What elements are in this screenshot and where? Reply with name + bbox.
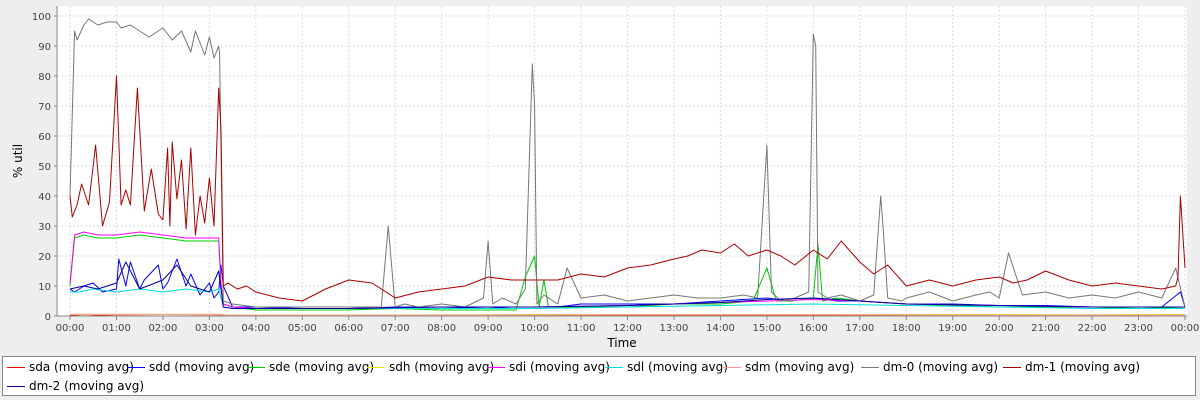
legend-item: sdm (moving avg): [723, 358, 854, 376]
y-tick-label: 0: [45, 312, 51, 323]
legend-swatch: [487, 366, 505, 368]
x-tick-label: 07:00: [381, 323, 410, 334]
grid: [57, 6, 1187, 316]
legend-swatch: [7, 385, 25, 387]
y-tick-label: 70: [38, 102, 51, 113]
x-tick-label: 00:00: [1171, 323, 1200, 334]
legend-label: dm-0 (moving avg): [883, 360, 999, 374]
series-line-7: [69, 18, 1186, 308]
y-tick-label: 30: [38, 222, 51, 233]
x-tick-label: 23:00: [1124, 323, 1153, 334]
y-tick-label: 10: [38, 282, 51, 293]
legend-item: dm-0 (moving avg): [861, 358, 998, 376]
legend-item: sdh (moving avg): [367, 358, 494, 376]
y-tick-label: 60: [38, 132, 51, 143]
legend-swatch: [861, 366, 879, 368]
y-axis-title: % util: [11, 144, 25, 178]
legend-label: sde (moving avg): [269, 360, 375, 374]
legend-item: sdl (moving avg): [605, 358, 728, 376]
x-axis-ticks: 00:00 01:00 02:00 03:00 04:00 05:00 06:00 07:00…: [56, 316, 1200, 334]
legend-label: sdd (moving avg): [149, 360, 255, 374]
legend-swatch: [723, 366, 741, 368]
legend-swatch: [127, 366, 145, 368]
legend-item: dm-2 (moving avg): [7, 377, 144, 395]
x-tick-label: 01:00: [102, 323, 131, 334]
legend-label: sdl (moving avg): [627, 360, 728, 374]
legend-swatch: [247, 366, 265, 368]
y-axis-ticks: 0 10 20 30 40 50 60 70 80 90 100: [32, 12, 57, 323]
y-tick-label: 20: [38, 252, 51, 263]
chart-area: 0 10 20 30 40 50 60 70 80 90 100 00:00 01:00 02:00 03…: [11, 6, 1200, 350]
y-tick-label: 40: [38, 192, 51, 203]
legend-label: dm-1 (moving avg): [1025, 360, 1141, 374]
x-tick-label: 12:00: [613, 323, 642, 334]
x-tick-label: 03:00: [195, 323, 224, 334]
y-tick-label: 50: [38, 162, 51, 173]
x-tick-label: 22:00: [1078, 323, 1107, 334]
y-tick-label: 90: [38, 42, 51, 53]
x-tick-label: 05:00: [288, 323, 317, 334]
x-tick-label: 18:00: [892, 323, 921, 334]
legend-item: sde (moving avg): [247, 358, 374, 376]
x-tick-label: 21:00: [1031, 323, 1060, 334]
legend-swatch: [7, 366, 25, 368]
plot-background: [57, 6, 1187, 316]
x-tick-label: 04:00: [241, 323, 270, 334]
x-tick-label: 16:00: [799, 323, 828, 334]
legend-item: sda (moving avg): [7, 358, 134, 376]
x-axis-title: Time: [606, 336, 636, 350]
legend-swatch: [1003, 366, 1021, 368]
x-tick-label: 20:00: [985, 323, 1014, 334]
series-line-6: [70, 313, 1185, 316]
series-line-9: [69, 261, 1185, 309]
legend-label: sdm (moving avg): [745, 360, 855, 374]
x-tick-label: 19:00: [938, 323, 967, 334]
y-tick-label: 80: [38, 72, 51, 83]
x-tick-label: 15:00: [752, 323, 781, 334]
legend-swatch: [367, 366, 385, 368]
legend-label: sdi (moving avg): [509, 360, 610, 374]
x-tick-label: 10:00: [520, 323, 549, 334]
x-tick-label: 02:00: [149, 323, 178, 334]
x-tick-label: 08:00: [427, 323, 456, 334]
legend-swatch: [605, 366, 623, 368]
x-tick-label: 00:00: [56, 323, 85, 334]
legend: sda (moving avg) sdd (moving avg) sde (mov…: [2, 356, 1196, 396]
x-tick-label: 14:00: [706, 323, 735, 334]
y-tick-label: 100: [32, 12, 51, 23]
legend-item: sdi (moving avg): [487, 358, 610, 376]
legend-label: sda (moving avg): [29, 360, 134, 374]
x-tick-label: 17:00: [845, 323, 874, 334]
legend-label: dm-2 (moving avg): [29, 379, 145, 393]
legend-label: sdh (moving avg): [389, 360, 495, 374]
series-group: [69, 18, 1186, 316]
x-tick-label: 13:00: [660, 323, 689, 334]
x-tick-label: 11:00: [567, 323, 596, 334]
series-line-8: [69, 75, 1186, 302]
x-tick-label: 06:00: [334, 323, 363, 334]
legend-item: sdd (moving avg): [127, 358, 254, 376]
x-tick-label: 09:00: [474, 323, 503, 334]
legend-item: dm-1 (moving avg): [1003, 358, 1140, 376]
